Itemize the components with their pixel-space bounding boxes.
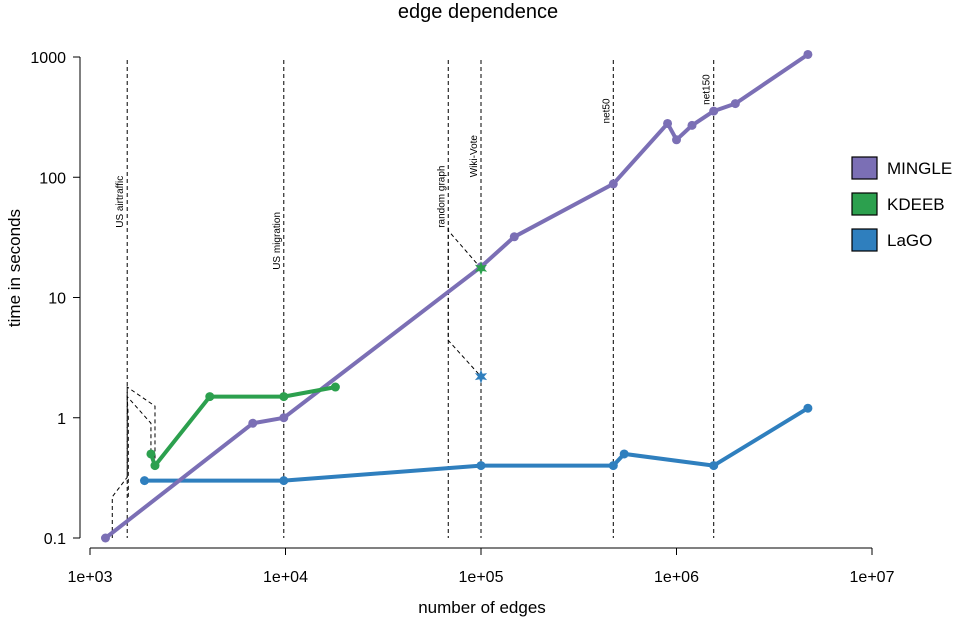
annotation-connector — [111, 386, 156, 538]
data-point — [150, 461, 160, 471]
data-point — [509, 232, 519, 242]
legend-swatch — [851, 156, 878, 180]
y-tick-label: 0.1 — [44, 531, 66, 548]
legend-label: KDEEB — [887, 195, 945, 214]
legend-swatch — [851, 192, 878, 216]
y-tick-label: 1 — [57, 411, 66, 428]
data-point — [608, 179, 618, 189]
data-point — [730, 99, 740, 109]
data-point — [687, 120, 697, 130]
data-point — [803, 403, 813, 413]
star-marker — [474, 369, 488, 384]
data-point — [146, 449, 156, 459]
data-point — [205, 392, 215, 402]
data-point — [672, 135, 681, 145]
series-layer — [100, 49, 813, 543]
data-point — [248, 418, 258, 428]
data-point — [139, 476, 149, 486]
data-point — [619, 449, 629, 459]
series-lago — [139, 403, 813, 486]
data-point — [279, 413, 289, 423]
annotation-connector — [447, 227, 482, 269]
series-kdeeb — [146, 382, 340, 471]
x-tick-label: 1e+05 — [459, 569, 504, 586]
series-line — [142, 406, 810, 483]
annotation-connector — [126, 395, 152, 497]
data-point — [100, 533, 110, 543]
annotation-connector — [447, 227, 482, 377]
axes: 1e+03 1e+04 1e+05 1e+06 1e+07 0.1 1 10 100 1000 — [30, 50, 894, 586]
data-point — [279, 392, 289, 402]
data-point — [709, 106, 719, 116]
annotation-label: US airtraffic — [115, 176, 126, 228]
x-tick-label: 1e+04 — [263, 569, 308, 586]
x-axis-label: number of edges — [418, 598, 546, 617]
data-point — [608, 461, 618, 471]
data-point — [663, 118, 673, 128]
data-point — [330, 382, 340, 392]
annotation-label: net50 — [601, 98, 612, 123]
series-mingle — [100, 49, 813, 543]
star-marker — [474, 261, 488, 276]
y-tick-label: 10 — [48, 291, 66, 308]
annotation-label: net150 — [702, 74, 713, 105]
annotation-label: random graph — [436, 166, 447, 228]
x-tick-label: 1e+06 — [654, 569, 699, 586]
data-point — [709, 461, 719, 471]
annotation-label: US migration — [272, 212, 283, 270]
y-axis-label: time in seconds — [5, 209, 24, 327]
legend: MINGLE KDEEB LaGO — [851, 156, 952, 252]
y-tick-label: 1000 — [30, 50, 66, 67]
y-tick-label: 100 — [39, 170, 66, 187]
x-tick-label: 1e+03 — [68, 569, 113, 586]
x-tick-label: 1e+07 — [850, 569, 895, 586]
legend-label: LaGO — [887, 231, 932, 250]
chart-title: edge dependence — [398, 1, 558, 23]
data-point — [476, 461, 486, 471]
data-point — [803, 49, 813, 59]
annotation-label: Wiki-Vote — [469, 135, 480, 178]
annotation-layer: US airtraffic US migration random graph Wik… — [111, 60, 715, 538]
legend-label: MINGLE — [887, 159, 952, 178]
legend-swatch — [851, 228, 878, 252]
data-point — [279, 476, 289, 486]
